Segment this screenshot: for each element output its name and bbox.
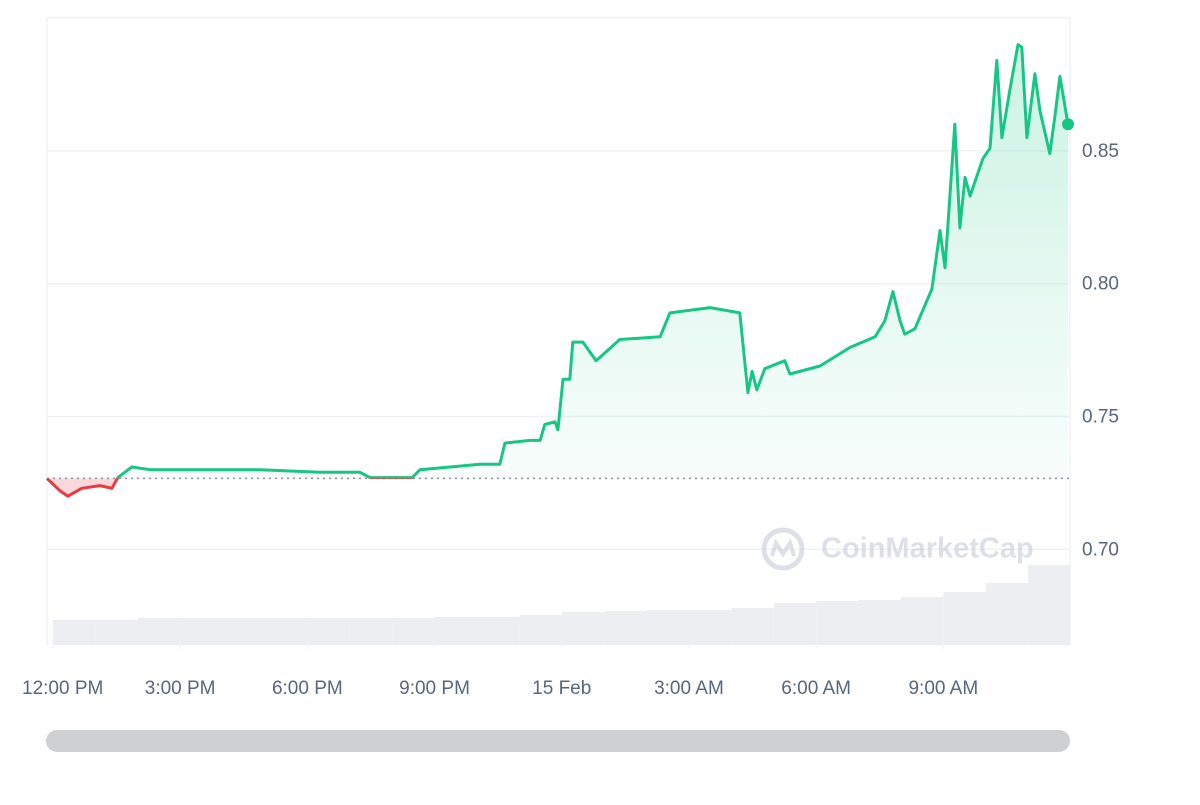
watermark-text: CoinMarketCap (821, 533, 1034, 565)
volume-bar (731, 608, 774, 645)
volume-bar (434, 617, 477, 645)
x-tick-label: 3:00 PM (145, 678, 216, 699)
volume-bar (137, 618, 181, 645)
price-line-up (46, 43, 1070, 479)
x-tick-label: 9:00 AM (908, 678, 978, 699)
volume-bar (773, 603, 817, 645)
watermark: CoinMarketCap (761, 527, 1034, 571)
volume-bar (943, 592, 986, 645)
volume-bar (816, 601, 859, 645)
volume-bar (604, 611, 647, 645)
volume-bar (519, 615, 562, 645)
y-tick-label: 0.70 (1082, 539, 1119, 560)
volume-bar (95, 620, 138, 645)
volume-bar (688, 610, 732, 645)
volume-bar (349, 618, 393, 645)
volume-bar (985, 583, 1029, 645)
volume-bar (264, 618, 308, 645)
area-up (47, 44, 1068, 479)
volume-bar (1028, 565, 1070, 645)
volume-bar (900, 597, 944, 645)
watermark-logo (761, 527, 805, 571)
line-layer (45, 43, 1074, 498)
x-tick-label: 6:00 PM (272, 678, 343, 699)
y-tick-label: 0.85 (1082, 141, 1119, 162)
y-tick-label: 0.80 (1082, 274, 1119, 295)
volume-bar (646, 610, 689, 645)
volume-bar (392, 618, 435, 645)
scrollbar[interactable] (46, 730, 1070, 752)
x-tick-label: 6:00 AM (781, 678, 851, 699)
x-tick-label: 12:00 PM (22, 678, 103, 699)
x-tick-label: 15 Feb (532, 678, 591, 699)
volume-bar (52, 620, 96, 645)
volume-bar (561, 612, 605, 645)
x-tick-label: 3:00 AM (654, 678, 724, 699)
volume-bar (307, 618, 350, 645)
volume-bar (858, 600, 901, 645)
x-tick-label: 9:00 PM (399, 678, 470, 699)
volume-layer (52, 565, 1070, 645)
volume-bar (180, 618, 223, 645)
last-price-dot (1062, 118, 1074, 131)
volume-bar (222, 618, 265, 645)
watermark-logo-m (770, 538, 796, 558)
y-tick-label: 0.75 (1082, 407, 1119, 428)
volume-bar (476, 617, 520, 645)
tick-layer: 0.70 0.75 0.80 0.85 12:00 PM 3:00 PM 6:00 PM 9:… (22, 141, 1119, 699)
